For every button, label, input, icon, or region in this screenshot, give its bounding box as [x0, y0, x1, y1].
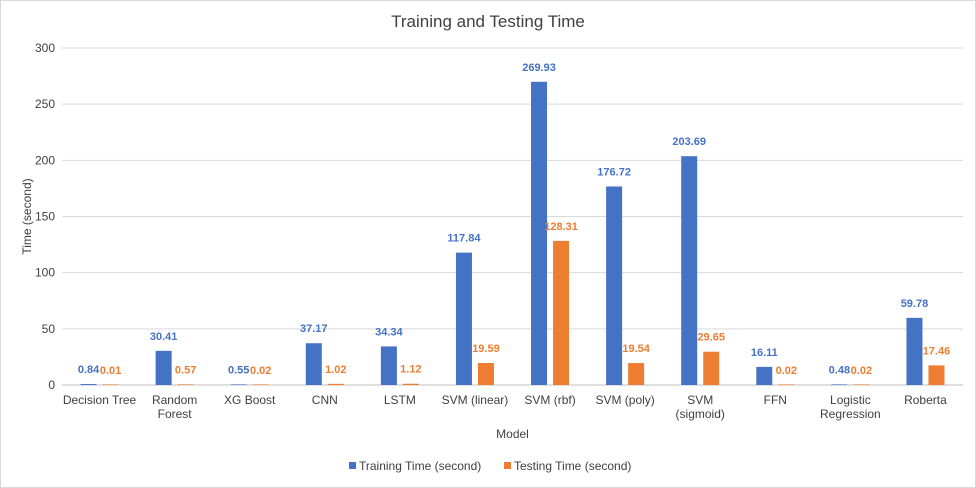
bar-testing: [402, 383, 419, 385]
x-tick-label: SVM (linear): [442, 393, 509, 407]
y-tick-label: 300: [35, 41, 55, 55]
data-label: 203.69: [672, 136, 706, 148]
data-label: 16.11: [751, 347, 778, 359]
data-label: 0.02: [776, 365, 797, 377]
y-tick-label: 200: [35, 153, 55, 167]
bar-testing: [327, 383, 344, 385]
bar-training: [906, 317, 923, 385]
x-tick-labels: Decision Tree Random Forest XG Boost CNN LSTM…: [63, 393, 947, 421]
legend-swatch: [504, 462, 511, 469]
bar-training: [230, 384, 247, 385]
data-label: 0.48: [829, 364, 850, 376]
data-label: 0.02: [250, 365, 271, 377]
data-label: 0.02: [851, 365, 872, 377]
data-label: 1.12: [400, 364, 421, 376]
data-label: 19.54: [622, 343, 650, 355]
data-label: 269.93: [522, 62, 556, 74]
x-tick-label: XG Boost: [224, 393, 276, 407]
data-label: 17.46: [923, 345, 951, 357]
bar-training: [80, 384, 97, 385]
x-tick-label: Random Forest: [152, 393, 197, 421]
bar-training: [681, 156, 698, 385]
x-tick-label: LSTM: [384, 393, 416, 407]
y-axis-label: Time (second): [20, 178, 34, 254]
data-label: 0.55: [228, 364, 249, 376]
bar-training: [155, 350, 172, 385]
y-tick-label: 100: [35, 266, 55, 280]
bars: [80, 81, 945, 386]
bar-testing: [778, 384, 795, 385]
bar-testing: [628, 363, 645, 385]
data-label: 59.78: [901, 298, 929, 310]
bar-training: [380, 346, 397, 385]
data-label: 0.57: [175, 364, 196, 376]
bar-testing: [928, 365, 945, 385]
x-tick-label: FFN: [764, 393, 787, 407]
data-label: 19.59: [472, 343, 500, 355]
data-label: 117.84: [447, 233, 481, 245]
bar-testing: [703, 351, 720, 385]
x-tick-label: SVM (sigmoid): [676, 393, 725, 421]
x-tick-label: Roberta: [904, 393, 947, 407]
data-label: 34.34: [375, 326, 403, 338]
bar-training: [606, 186, 623, 385]
bar-testing: [553, 240, 570, 385]
x-tick-label: Logistic Regression: [820, 393, 881, 421]
data-label: 37.17: [300, 323, 328, 335]
data-label: 0.84: [78, 364, 100, 376]
y-tick-label: 0: [48, 378, 55, 392]
data-label: 176.72: [597, 166, 631, 178]
x-tick-label: Decision Tree: [63, 393, 137, 407]
x-tick-label: SVM (rbf): [524, 393, 575, 407]
data-label: 29.65: [697, 332, 725, 344]
bar-training: [531, 81, 548, 386]
data-label: 0.01: [100, 365, 121, 377]
data-label: 1.02: [325, 364, 346, 376]
data-labels: 0.84 30.41 0.55 37.17 34.34 117.84 269.93 176.7…: [78, 62, 950, 377]
legend-label: Training Time (second): [359, 459, 481, 473]
gridlines: [62, 47, 963, 386]
y-tick-labels: 0 50 100 150 200 250 300: [35, 41, 55, 392]
x-axis-label: Model: [496, 427, 529, 441]
legend: Training Time (second) Testing Time (seco…: [349, 459, 631, 473]
y-tick-label: 150: [35, 210, 55, 224]
bar-training: [831, 384, 848, 385]
bar-testing: [477, 362, 494, 385]
bar-training: [455, 252, 472, 385]
bar-testing: [252, 384, 269, 385]
legend-swatch: [349, 462, 356, 469]
bar-training: [756, 366, 773, 385]
x-tick-label: SVM (poly): [595, 393, 654, 407]
bar-testing: [853, 384, 870, 385]
y-tick-label: 250: [35, 97, 55, 111]
legend-label: Testing Time (second): [514, 459, 631, 473]
bar-testing: [177, 384, 194, 385]
bar-training: [305, 343, 322, 385]
data-label: 30.41: [150, 331, 178, 343]
y-tick-label: 50: [42, 322, 56, 336]
data-label: 128.31: [544, 221, 578, 233]
chart-title: Training and Testing Time: [391, 12, 585, 31]
bar-testing: [102, 384, 119, 385]
x-tick-label: CNN: [312, 393, 338, 407]
